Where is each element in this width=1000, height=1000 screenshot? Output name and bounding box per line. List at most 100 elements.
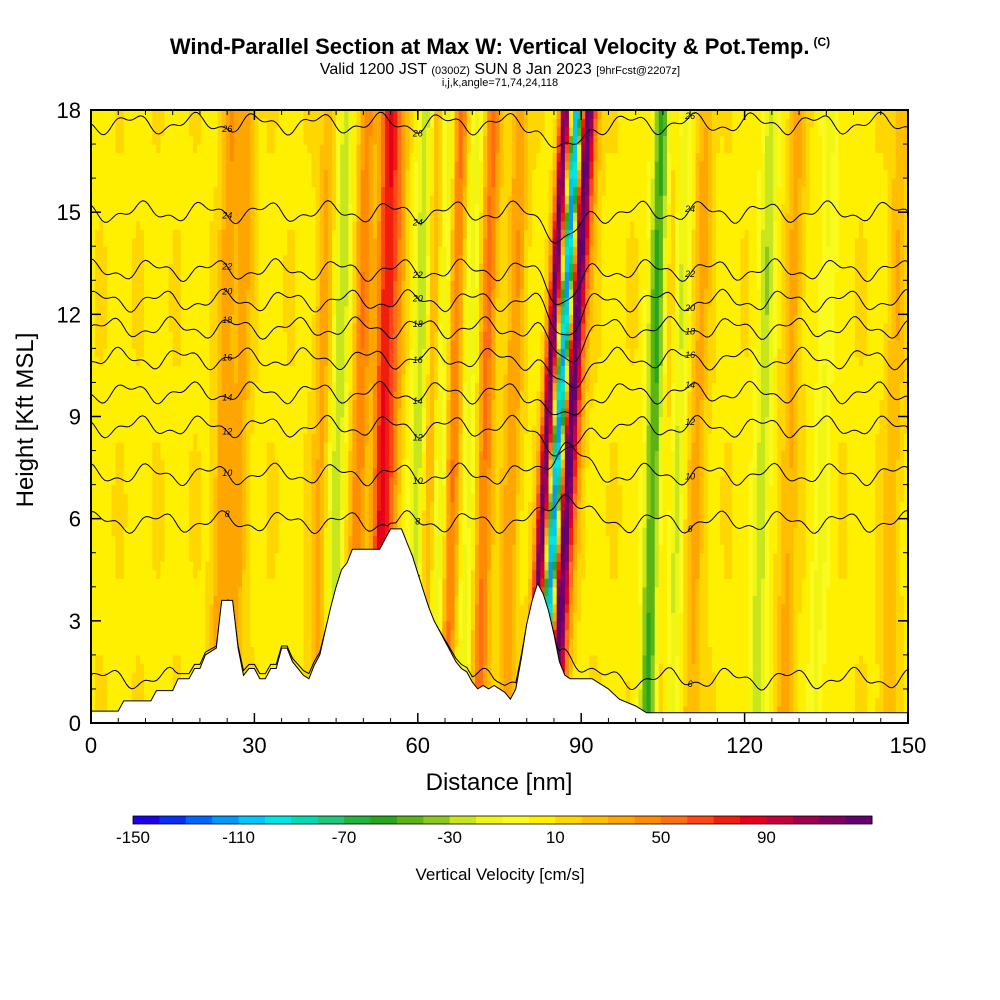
- velocity-cell: [99, 637, 104, 647]
- velocity-cell: [205, 552, 211, 562]
- velocity-cell: [197, 246, 202, 256]
- velocity-cell: [217, 322, 223, 332]
- velocity-cell: [103, 331, 108, 341]
- velocity-cell: [250, 271, 255, 281]
- velocity-cell: [213, 356, 219, 367]
- velocity-cell: [172, 152, 178, 162]
- velocity-cell: [201, 288, 206, 298]
- velocity-cell: [221, 518, 227, 528]
- velocity-cell: [299, 178, 305, 188]
- velocity-cell: [131, 459, 137, 469]
- velocity-cell: [168, 603, 174, 613]
- velocity-cell: [274, 450, 280, 460]
- velocity-cell: [348, 161, 354, 171]
- velocity-cell: [140, 663, 145, 673]
- velocity-cell: [201, 169, 206, 179]
- velocity-cell: [311, 161, 317, 171]
- velocity-cell: [221, 118, 227, 128]
- velocity-cell: [266, 169, 272, 179]
- velocity-cell: [246, 203, 251, 213]
- velocity-cell: [250, 586, 255, 596]
- velocity-cell: [217, 220, 223, 230]
- velocity-cell: [131, 271, 137, 281]
- velocity-cell: [123, 280, 129, 290]
- velocity-cell: [140, 603, 145, 613]
- velocity-cell: [283, 254, 288, 264]
- velocity-cell: [283, 637, 288, 647]
- velocity-cell: [303, 237, 309, 247]
- velocity-cell: [99, 110, 104, 120]
- velocity-cell: [168, 671, 174, 682]
- velocity-cell: [156, 339, 162, 349]
- velocity-cell: [184, 331, 190, 341]
- velocity-cell: [213, 186, 219, 196]
- velocity-cell: [144, 671, 149, 682]
- velocity-cell: [364, 442, 370, 452]
- velocity-cell: [115, 603, 121, 613]
- velocity-cell: [184, 212, 190, 222]
- velocity-cell: [148, 603, 153, 613]
- velocity-cell: [156, 186, 162, 196]
- velocity-cell: [340, 561, 345, 571]
- velocity-cell: [291, 569, 296, 579]
- velocity-cell: [246, 535, 251, 545]
- velocity-cell: [205, 203, 211, 213]
- velocity-cell: [131, 671, 137, 682]
- velocity-cell: [107, 467, 113, 477]
- velocity-cell: [278, 433, 284, 443]
- velocity-cell: [217, 476, 223, 486]
- velocity-cell: [258, 365, 264, 375]
- velocity-cell: [201, 459, 206, 469]
- velocity-cell: [274, 595, 280, 605]
- velocity-cell: [344, 178, 349, 188]
- velocity-cell: [180, 220, 186, 230]
- velocity-cell: [340, 212, 345, 222]
- velocity-cell: [148, 561, 153, 571]
- velocity-cell: [160, 161, 166, 171]
- velocity-cell: [348, 229, 354, 239]
- velocity-cell: [148, 220, 153, 230]
- velocity-cell: [115, 484, 121, 494]
- velocity-cell: [201, 237, 206, 247]
- velocity-cell: [111, 654, 117, 664]
- velocity-cell: [364, 229, 370, 239]
- velocity-cell: [315, 144, 321, 154]
- velocity-cell: [205, 220, 211, 230]
- velocity-cell: [197, 169, 202, 179]
- velocity-cell: [278, 229, 284, 239]
- velocity-cell: [340, 118, 345, 128]
- velocity-cell: [311, 144, 317, 154]
- velocity-cell: [246, 544, 251, 554]
- velocity-cell: [107, 671, 113, 682]
- velocity-cell: [323, 178, 329, 188]
- velocity-cell: [131, 339, 137, 349]
- velocity-cell: [287, 110, 292, 120]
- velocity-cell: [172, 671, 178, 682]
- velocity-cell: [148, 527, 153, 537]
- velocity-cell: [123, 110, 129, 120]
- velocity-cell: [332, 229, 337, 239]
- velocity-cell: [140, 425, 145, 435]
- velocity-cell: [315, 237, 321, 247]
- velocity-cell: [266, 637, 272, 647]
- velocity-cell: [135, 365, 141, 375]
- velocity-cell: [127, 322, 133, 332]
- velocity-cell: [315, 348, 321, 358]
- velocity-cell: [193, 220, 198, 230]
- velocity-cell: [233, 195, 239, 205]
- velocity-cell: [332, 254, 337, 264]
- velocity-cell: [287, 339, 292, 349]
- velocity-cell: [156, 535, 162, 545]
- velocity-cell: [148, 595, 153, 605]
- velocity-cell: [103, 118, 108, 128]
- velocity-cell: [107, 578, 113, 588]
- velocity-cell: [201, 203, 206, 213]
- velocity-cell: [233, 144, 239, 154]
- velocity-cell: [283, 595, 288, 605]
- velocity-cell: [332, 450, 337, 460]
- velocity-cell: [164, 195, 170, 205]
- velocity-cell: [233, 212, 239, 222]
- velocity-cell: [144, 442, 149, 452]
- velocity-cell: [274, 373, 280, 384]
- velocity-cell: [246, 612, 251, 622]
